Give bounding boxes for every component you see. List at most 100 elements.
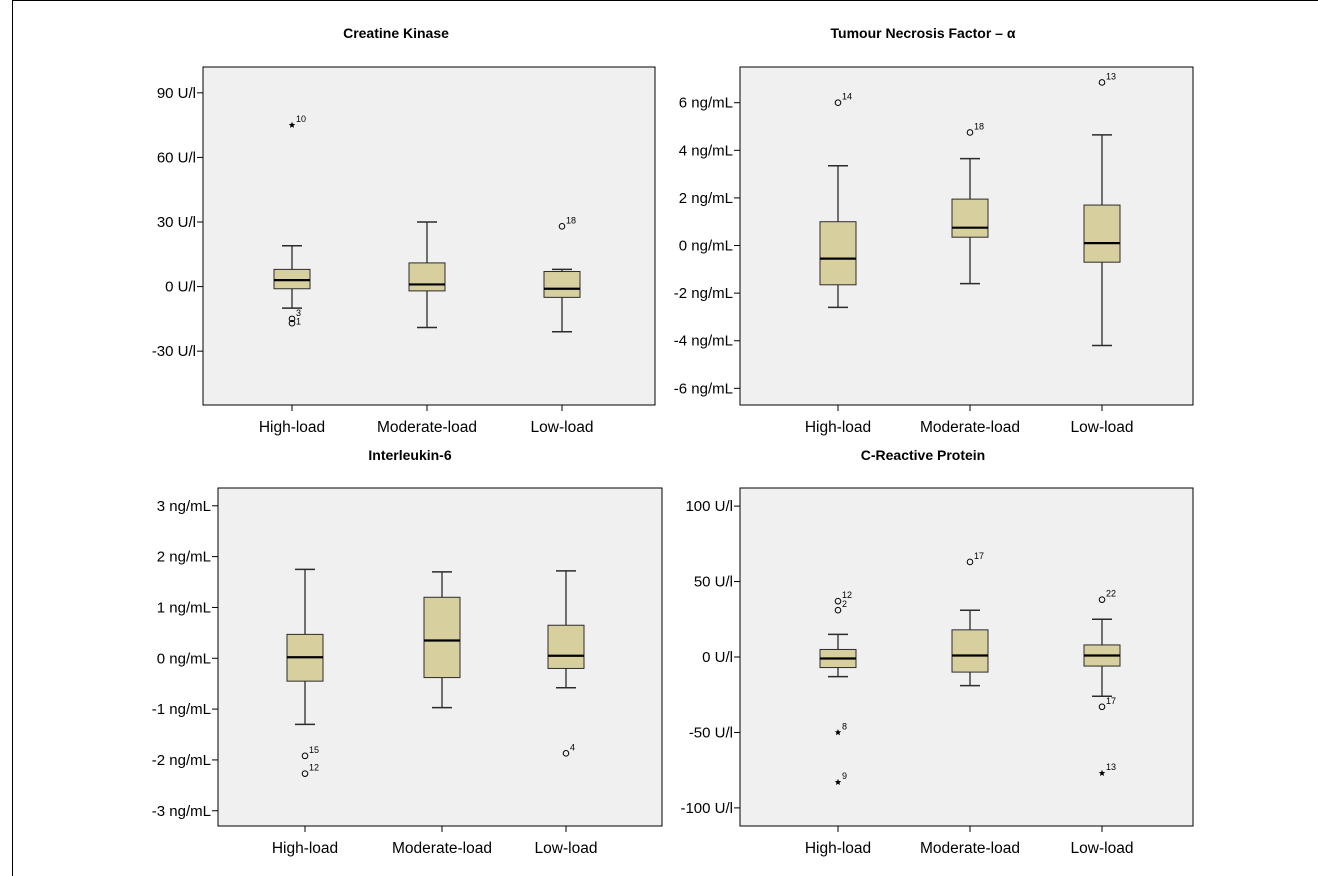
outlier-circle: [834, 606, 842, 614]
y-tick-label: -6 ng/mL: [674, 380, 733, 397]
outlier-label: 2: [842, 599, 847, 609]
outlier-label: 3: [296, 308, 301, 318]
y-tick-label: -3 ng/mL: [152, 803, 211, 820]
outlier-label: 15: [309, 745, 319, 755]
x-tick-label: Moderate-load: [377, 419, 477, 436]
x-tick-label: Low-load: [531, 419, 594, 436]
panel-tumour-necrosis-factor: Tumour Necrosis Factor – α -6 ng/mL -4 ng/…: [674, 25, 1194, 436]
box-iqr: [819, 221, 857, 286]
box-low-load: 18: [543, 215, 581, 333]
y-tick-label: 1 ng/mL: [157, 599, 211, 616]
outlier-label: 18: [974, 121, 984, 131]
box-low-load: 13: [1083, 71, 1121, 347]
outlier-label: 17: [1106, 696, 1116, 706]
chart-title: Interleukin-6: [368, 447, 451, 463]
x-tick-label: High-load: [805, 840, 871, 857]
outlier-label: 12: [309, 763, 319, 773]
y-tick-label: 2 ng/mL: [679, 190, 733, 207]
outlier-label: 14: [842, 92, 852, 102]
x-tick-label: Low-load: [535, 840, 598, 857]
outlier-label: 12: [842, 590, 852, 600]
y-tick-label: 2 ng/mL: [157, 549, 211, 566]
chart-title: C-Reactive Protein: [861, 447, 985, 463]
y-tick-label: -30 U/l: [152, 343, 196, 360]
outlier-circle: [301, 770, 309, 777]
outlier-label: 4: [570, 742, 575, 752]
box-iqr: [547, 624, 585, 669]
y-tick-label: 3 ng/mL: [157, 498, 211, 515]
box-low-load: 4: [547, 570, 585, 757]
outlier-circle: [834, 597, 842, 605]
outlier-label: 13: [1106, 762, 1116, 772]
box-low-load: 22 17 13: [1083, 589, 1121, 776]
y-tick-label: 30 U/l: [157, 214, 196, 231]
y-tick-label: 0 U/l: [165, 279, 196, 296]
box-high-load: 14: [819, 92, 857, 309]
figure-frame: [12, 0, 1318, 876]
y-tick-label: 60 U/l: [157, 149, 196, 166]
y-tick-label: -1 ng/mL: [152, 701, 211, 718]
outlier-circle: [562, 750, 570, 757]
outlier-label: 13: [1106, 71, 1116, 81]
x-tick-label: Moderate-load: [392, 840, 492, 857]
box-iqr: [951, 198, 989, 238]
outlier-circle: [966, 129, 974, 136]
y-tick-label: 100 U/l: [685, 498, 733, 515]
outlier-label: 8: [842, 721, 847, 731]
y-tick-label: 0 ng/mL: [679, 238, 733, 255]
x-tick-label: Low-load: [1071, 840, 1134, 857]
box-moderate-load: [408, 221, 446, 329]
outlier-star: [834, 729, 842, 736]
y-tick-label: 0 ng/mL: [157, 650, 211, 667]
x-tick-label: Moderate-load: [920, 840, 1020, 857]
outlier-circle: [966, 558, 974, 566]
x-tick-label: High-load: [259, 419, 325, 436]
x-tick-label: High-load: [805, 419, 871, 436]
outlier-circle: [301, 752, 309, 760]
panel-c-reactive-protein: C-Reactive Protein -100 U/l -50 U/l 0 U/l 50…: [680, 447, 1194, 857]
chart-title: Creatine Kinase: [343, 25, 449, 41]
outlier-circle: [288, 319, 296, 327]
y-tick-label: 50 U/l: [694, 574, 733, 591]
box-iqr: [543, 271, 581, 298]
y-tick-label: 6 ng/mL: [679, 95, 733, 112]
box-iqr: [423, 596, 461, 679]
outlier-label: 22: [1106, 589, 1116, 599]
panel-interleukin-6: Interleukin-6 -3 ng/mL -2 ng/mL -1 ng/mL 0 n…: [152, 447, 663, 857]
box-moderate-load: 18: [951, 121, 989, 285]
box-iqr: [408, 262, 446, 292]
y-tick-label: -50 U/l: [689, 724, 733, 741]
outlier-circle: [1098, 79, 1106, 86]
y-tick-label: -2 ng/mL: [152, 752, 211, 769]
box-iqr: [1083, 204, 1121, 263]
y-tick-label: -2 ng/mL: [674, 285, 733, 302]
box-moderate-load: 17: [951, 551, 989, 687]
y-tick-label: 0 U/l: [702, 649, 733, 666]
outlier-star: [1098, 769, 1106, 776]
box-high-load: 122 8 9: [819, 590, 857, 785]
y-tick-label: 4 ng/mL: [679, 142, 733, 159]
outlier-circle: [834, 99, 842, 107]
box-moderate-load: [423, 571, 461, 709]
outlier-star: [288, 121, 296, 128]
y-tick-label: 90 U/l: [157, 85, 196, 102]
box-iqr: [951, 629, 989, 673]
panel-creatine-kinase: Creatine Kinase -30 U/l 0 U/l 30 U/l 60 U/l 9…: [152, 25, 656, 436]
outlier-circle: [288, 315, 296, 323]
outlier-label: 18: [566, 215, 576, 225]
box-high-load: 10 31: [273, 114, 311, 327]
x-tick-label: Moderate-load: [920, 419, 1020, 436]
outlier-circle: [1098, 703, 1106, 711]
y-tick-label: -4 ng/mL: [674, 333, 733, 350]
outlier-star: [834, 778, 842, 785]
outlier-circle: [558, 223, 566, 230]
chart-title: Tumour Necrosis Factor – α: [831, 25, 1016, 41]
y-tick-label: -100 U/l: [680, 800, 733, 817]
x-tick-label: High-load: [272, 840, 338, 857]
outlier-label: 10: [296, 114, 306, 124]
outlier-label: 1: [296, 316, 301, 326]
outlier-label: 9: [842, 771, 847, 781]
plot-area: [202, 66, 656, 406]
